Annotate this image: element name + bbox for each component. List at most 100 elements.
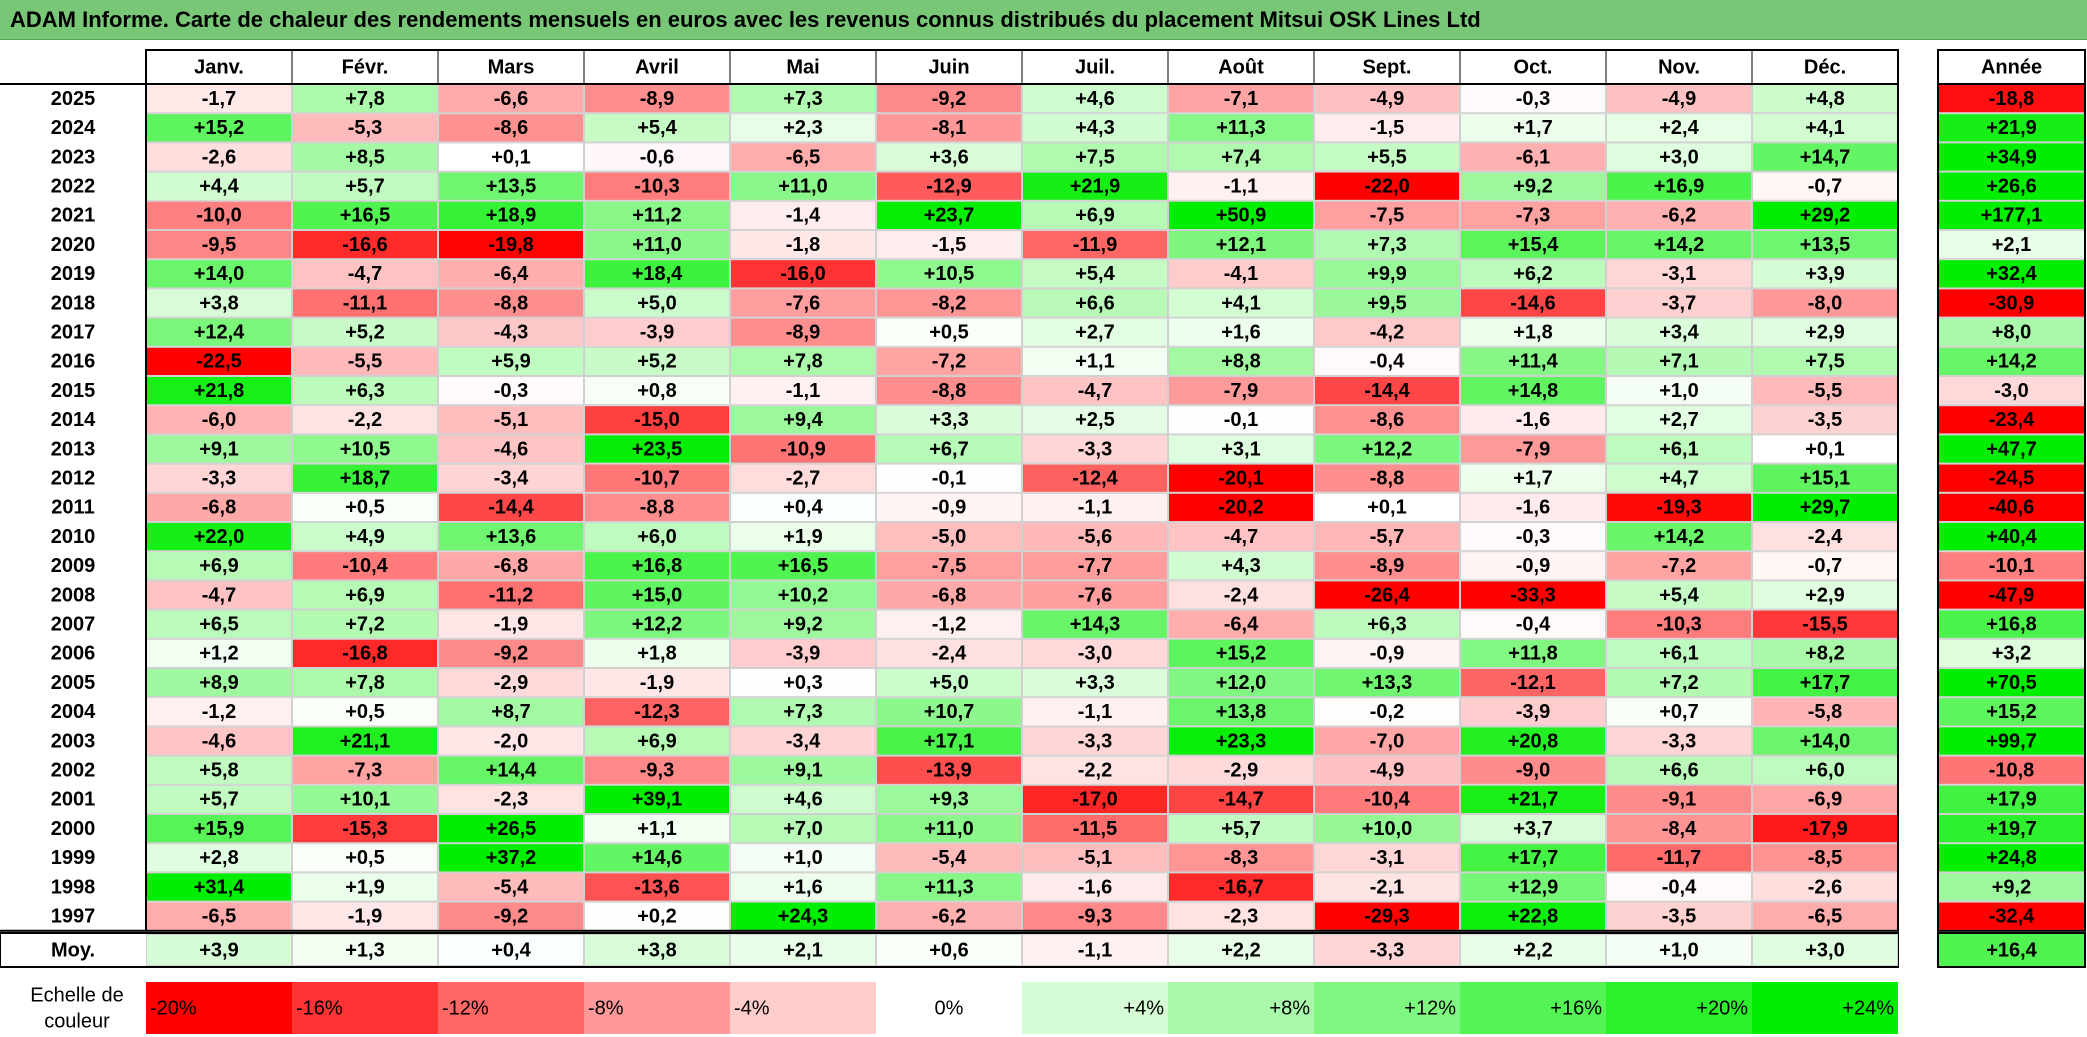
heat-cell: [146, 317, 292, 347]
heat-cell: [1168, 872, 1314, 902]
avg-cell: [1022, 934, 1168, 966]
cell-value: +16,9: [1654, 175, 1705, 197]
cell-value: +6,0: [1805, 759, 1844, 781]
cell-value: +5,4: [1659, 584, 1699, 606]
cell-value: -0,4: [1662, 876, 1697, 898]
cell-value: -0,3: [1516, 526, 1550, 548]
heat-cell: [584, 580, 730, 610]
cell-value: -8,4: [1662, 818, 1697, 840]
cell-value: -7,0: [1370, 730, 1404, 752]
year-label: 2008: [51, 584, 96, 606]
cell-value: +6,1: [1659, 438, 1698, 460]
heat-cell: [730, 84, 876, 114]
month-header: Oct.: [1514, 56, 1553, 78]
heat-cell: [1314, 200, 1460, 231]
scale-swatch: [730, 982, 876, 1034]
cell-value: +16,5: [340, 205, 391, 227]
cell-value: -0,1: [1224, 409, 1258, 431]
heat-cell: [1460, 551, 1606, 581]
cell-value: -0,7: [1808, 555, 1842, 577]
annual-value: +17,9: [1986, 789, 2037, 811]
heat-cell: [1314, 697, 1460, 727]
heat-cell: [438, 171, 584, 201]
heat-cell: [1314, 84, 1460, 114]
cell-value: +2,8: [199, 847, 238, 869]
cell-value: -26,4: [1364, 584, 1410, 606]
annual-header-box: [1937, 49, 2086, 85]
cell-value: -4,9: [1662, 88, 1696, 110]
cell-value: +0,5: [345, 497, 384, 519]
cell-value: +0,5: [345, 701, 384, 723]
heat-cell: [584, 492, 730, 522]
heat-cell: [730, 259, 876, 289]
cell-value: +18,9: [486, 205, 537, 227]
year-label: 2011: [51, 497, 94, 519]
year-label: 2001: [51, 789, 96, 811]
cell-value: -22,5: [196, 351, 242, 373]
cell-value: +8,9: [199, 672, 238, 694]
cell-value: -3,9: [786, 643, 820, 665]
cell-value: +3,9: [1805, 263, 1844, 285]
cell-value: +37,2: [486, 847, 537, 869]
scale-value: +20%: [1696, 997, 1748, 1019]
heat-cell: [584, 200, 730, 231]
heat-cell: [876, 609, 1022, 639]
scale-swatch: [1022, 982, 1168, 1034]
cell-value: -0,9: [1516, 555, 1550, 577]
heat-cell: [1606, 142, 1752, 172]
heat-cell: [730, 726, 876, 756]
annual-cell: [1938, 230, 2085, 260]
cell-value: +15,4: [1508, 234, 1559, 256]
avg-value: +1,3: [345, 939, 384, 961]
cell-value: +17,1: [924, 730, 975, 752]
cell-value: -11,7: [1657, 847, 1701, 869]
cell-value: -17,0: [1072, 789, 1118, 811]
cell-value: -1,2: [932, 613, 966, 635]
annual-value: +14,2: [1986, 351, 2037, 373]
heat-cell: [438, 346, 584, 376]
heat-cell: [292, 463, 438, 493]
heat-cell: [1606, 784, 1752, 814]
heat-cell: [584, 522, 730, 552]
annual-value: -10,8: [1989, 759, 2035, 781]
heat-cell: [1752, 376, 1898, 406]
cell-value: +15,0: [632, 584, 683, 606]
heat-cell: [1314, 843, 1460, 873]
heat-cell: [146, 142, 292, 172]
cell-value: +13,5: [486, 175, 537, 197]
cell-value: -4,2: [1370, 321, 1404, 343]
heat-cell: [584, 668, 730, 698]
year-label: 2018: [51, 292, 96, 314]
heat-cell: [584, 638, 730, 668]
cell-value: -4,6: [494, 438, 528, 460]
cell-value: +5,7: [199, 789, 238, 811]
heat-cell: [146, 171, 292, 201]
cell-value: +5,0: [637, 292, 676, 314]
cell-value: +9,5: [1367, 292, 1406, 314]
cell-value: -4,6: [202, 730, 236, 752]
year-label: 2010: [51, 526, 96, 548]
cell-value: -8,0: [1808, 292, 1842, 314]
scale-swatch: [1460, 982, 1606, 1034]
heat-cell: [1022, 784, 1168, 814]
cell-value: -1,7: [202, 88, 236, 110]
heat-cell: [1168, 492, 1314, 522]
heat-cell: [1168, 376, 1314, 406]
cell-value: +7,4: [1221, 146, 1261, 168]
cell-value: -3,9: [640, 321, 674, 343]
heat-cell: [292, 405, 438, 435]
cell-value: -2,6: [1808, 876, 1842, 898]
scale-value: +8%: [1269, 997, 1310, 1019]
heat-cell: [876, 463, 1022, 493]
heat-cell: [1606, 346, 1752, 376]
cell-value: -7,1: [1224, 88, 1258, 110]
cell-value: -5,8: [1808, 701, 1842, 723]
heat-cell: [1460, 814, 1606, 844]
cell-value: +4,1: [1221, 292, 1260, 314]
cell-value: +6,3: [1367, 613, 1406, 635]
heat-cell: [1022, 463, 1168, 493]
cell-value: -1,2: [202, 701, 236, 723]
heat-cell: [146, 288, 292, 318]
heat-cell: [438, 405, 584, 435]
heat-cell: [1752, 171, 1898, 201]
